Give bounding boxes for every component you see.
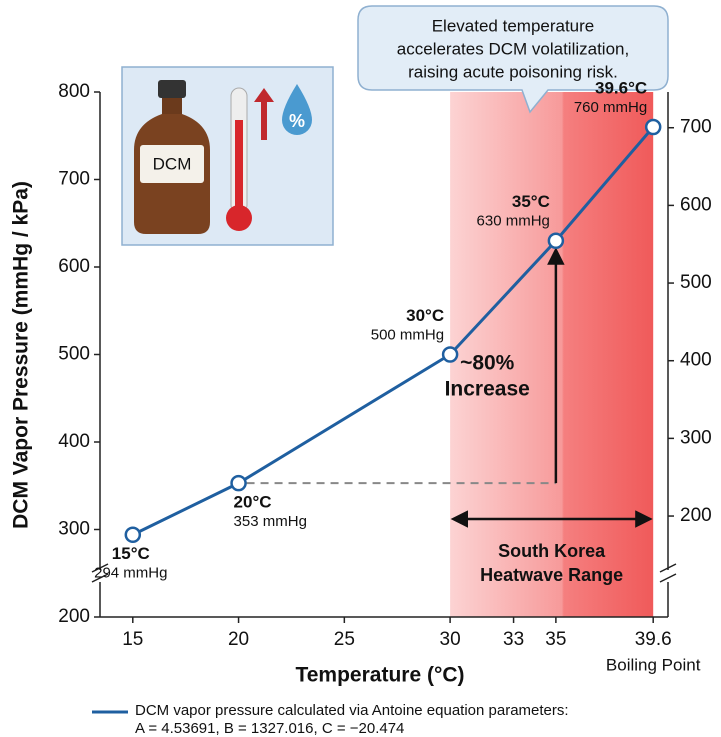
- callout-text: accelerates DCM volatilization,: [397, 39, 629, 58]
- data-point: [443, 348, 457, 362]
- y2-tick-label: 500: [680, 272, 712, 293]
- x-axis-title: Temperature (°C): [295, 664, 464, 687]
- x-tick-label: 33: [503, 629, 524, 650]
- value-label: 500 mmHg: [371, 326, 444, 343]
- x-tick-label: 35: [545, 629, 566, 650]
- y-tick-label: 300: [58, 519, 90, 540]
- y-tick-label: 700: [58, 169, 90, 190]
- callout-text: Elevated temperature: [432, 16, 595, 35]
- x-tick-note: Boiling Point: [606, 655, 701, 674]
- bottle-neck: [162, 98, 182, 114]
- data-point: [549, 234, 563, 248]
- point-label: 15°C: [112, 544, 150, 563]
- y-tick-label: 600: [58, 256, 90, 277]
- x-tick-label: 39.6: [635, 629, 672, 650]
- thermometer-fill: [235, 120, 243, 215]
- increase-label: ~80%: [460, 351, 515, 374]
- legend-note: A = 4.53691, B = 1327.016, C = −20.474: [135, 720, 404, 737]
- y2-tick-label: 200: [680, 505, 712, 526]
- point-label: 20°C: [234, 493, 272, 512]
- callout-text: raising acute poisoning risk.: [408, 62, 618, 81]
- value-label: 353 mmHg: [234, 513, 307, 530]
- y-tick-label: 500: [58, 344, 90, 365]
- y2-tick-label: 600: [680, 194, 712, 215]
- y-axis-title: DCM Vapor Pressure (mmHg / kPa): [10, 181, 33, 529]
- range-label: Heatwave Range: [480, 565, 623, 585]
- y-tick-label: 800: [58, 81, 90, 102]
- y-tick-label: 200: [58, 606, 90, 627]
- point-label: 30°C: [406, 306, 444, 325]
- thermometer-bulb: [226, 205, 252, 231]
- value-label: 630 mmHg: [477, 213, 550, 230]
- x-tick-label: 15: [122, 629, 143, 650]
- y2-tick-label: 300: [680, 427, 712, 448]
- icon-panel: DCM %: [122, 67, 333, 245]
- x-tick-label: 25: [334, 629, 355, 650]
- data-point: [232, 476, 246, 490]
- range-label: South Korea: [498, 541, 606, 561]
- drop-text: %: [289, 111, 305, 131]
- y2-tick-label: 700: [680, 117, 712, 138]
- x-tick-label: 20: [228, 629, 249, 650]
- point-label: 35°C: [512, 192, 550, 211]
- x-tick-label: 30: [440, 629, 461, 650]
- data-point: [646, 120, 660, 134]
- y-tick-label: 400: [58, 431, 90, 452]
- value-label: 760 mmHg: [574, 99, 647, 116]
- bottle-cap: [158, 80, 186, 98]
- chart: DCM % Elevated temperature accelerates D…: [0, 0, 721, 737]
- increase-label: Increase: [445, 377, 530, 400]
- value-label: 294 mmHg: [94, 565, 167, 582]
- legend-label: DCM vapor pressure calculated via Antoin…: [135, 702, 569, 719]
- bottle-text: DCM: [153, 154, 192, 173]
- y2-tick-label: 400: [680, 350, 712, 371]
- point-label: 39.6°C: [595, 78, 647, 97]
- data-point: [126, 528, 140, 542]
